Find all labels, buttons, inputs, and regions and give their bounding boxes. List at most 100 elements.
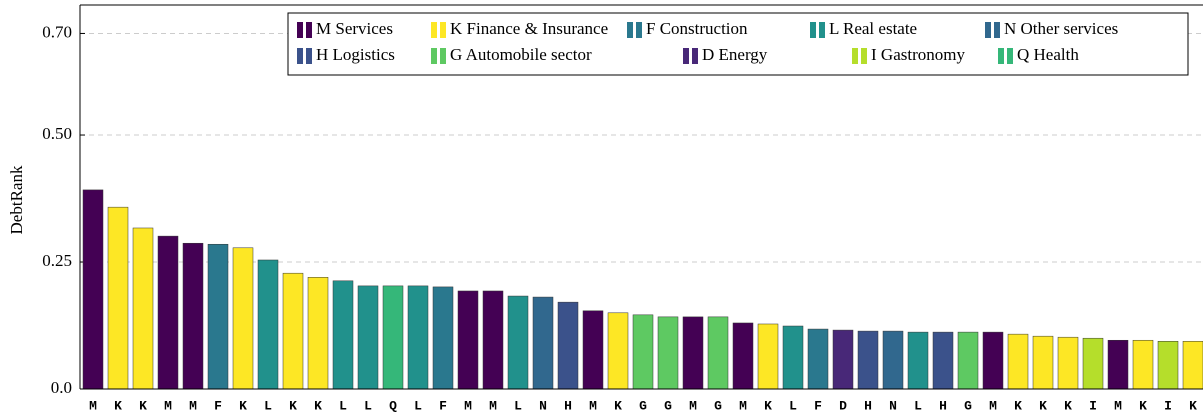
bar [607, 312, 629, 390]
x-tick-label: M [1114, 398, 1122, 413]
x-tick-label: M [489, 398, 497, 413]
bar [82, 189, 104, 390]
y-axis-label: DebtRank [7, 165, 26, 234]
bar [407, 285, 429, 390]
bar [782, 325, 804, 390]
bar [1132, 339, 1154, 390]
legend-swatch [819, 22, 825, 38]
legend-swatch [994, 22, 1000, 38]
x-tick-label: K [139, 398, 147, 413]
bar [632, 314, 654, 390]
x-tick-label: D [839, 398, 847, 413]
legend-swatch [852, 48, 858, 64]
x-tick-label: L [789, 398, 797, 413]
x-tick-label: L [364, 398, 372, 413]
legend-swatch [998, 48, 1004, 64]
x-tick-label: M [164, 398, 172, 413]
bar [432, 286, 454, 390]
x-tick-label: M [189, 398, 197, 413]
legend-swatch [440, 48, 446, 64]
bar [932, 331, 954, 390]
legend-swatch [861, 48, 867, 64]
legend-swatch [431, 22, 437, 38]
x-tick-label: F [214, 398, 222, 413]
legend-label: Q Health [1017, 45, 1079, 64]
x-tick-label: K [764, 398, 772, 413]
bar [582, 310, 604, 390]
bar [832, 329, 854, 390]
x-tick-label: H [564, 398, 572, 413]
x-tick-label: F [439, 398, 447, 413]
x-tick-label: L [914, 398, 922, 413]
bar [882, 330, 904, 390]
legend-label: F Construction [646, 19, 748, 38]
x-tick-label: M [689, 398, 697, 413]
legend-label: K Finance & Insurance [450, 19, 608, 38]
bar [1182, 341, 1203, 390]
legend-swatch [297, 22, 303, 38]
bar [907, 331, 929, 390]
legend-label: L Real estate [829, 19, 917, 38]
x-tick-label: K [1014, 398, 1022, 413]
x-tick-label: K [1064, 398, 1072, 413]
bar [132, 227, 154, 390]
legend-swatch [692, 48, 698, 64]
x-tick-label: M [739, 398, 747, 413]
x-tick-label: M [989, 398, 997, 413]
legend-label: I Gastronomy [871, 45, 965, 64]
legend-swatch [306, 48, 312, 64]
bar [1082, 337, 1104, 390]
bar [157, 235, 179, 390]
legend-swatch [1007, 48, 1013, 64]
x-tick-label: G [639, 398, 647, 413]
bar [1057, 336, 1079, 390]
bar [107, 206, 129, 390]
x-tick-label: G [664, 398, 672, 413]
legend-label: M Services [316, 19, 393, 38]
bar [257, 259, 279, 390]
bar [232, 247, 254, 390]
bar [457, 290, 479, 390]
bar [1107, 339, 1129, 390]
x-tick-label: I [1089, 398, 1097, 413]
legend-swatch [440, 22, 446, 38]
x-tick-label: K [239, 398, 247, 413]
x-tick-label: N [539, 398, 547, 413]
bar [332, 280, 354, 390]
bar [1007, 333, 1029, 390]
y-tick-label: 0.25 [42, 251, 72, 270]
bar [557, 301, 579, 390]
bar [482, 290, 504, 390]
bar [382, 285, 404, 390]
x-tick-label: H [864, 398, 872, 413]
x-tick-label: L [414, 398, 422, 413]
bar [982, 331, 1004, 390]
legend-swatch [297, 48, 303, 64]
x-tick-label: K [314, 398, 322, 413]
x-tick-label: K [114, 398, 122, 413]
x-tick-label: K [1039, 398, 1047, 413]
x-tick-label: K [1139, 398, 1147, 413]
y-tick-label: 0.0 [51, 378, 72, 397]
legend-swatch [810, 22, 816, 38]
y-tick-label: 0.50 [42, 124, 72, 143]
legend-box [287, 12, 1189, 76]
x-tick-label: F [814, 398, 822, 413]
x-tick-label: M [464, 398, 472, 413]
bar [857, 330, 879, 390]
x-tick-label: Q [389, 398, 397, 413]
x-tick-label: G [714, 398, 722, 413]
x-tick-label: L [514, 398, 522, 413]
bar [657, 316, 679, 390]
legend-label: N Other services [1004, 19, 1118, 38]
x-tick-label: I [1164, 398, 1172, 413]
legend-swatch [683, 48, 689, 64]
legend-label: D Energy [702, 45, 768, 64]
x-tick-label: M [89, 398, 97, 413]
x-tick-label: L [264, 398, 272, 413]
bar [532, 296, 554, 390]
x-tick-label: K [614, 398, 622, 413]
bar [507, 295, 529, 390]
bar [957, 331, 979, 390]
x-tick-label: H [939, 398, 947, 413]
